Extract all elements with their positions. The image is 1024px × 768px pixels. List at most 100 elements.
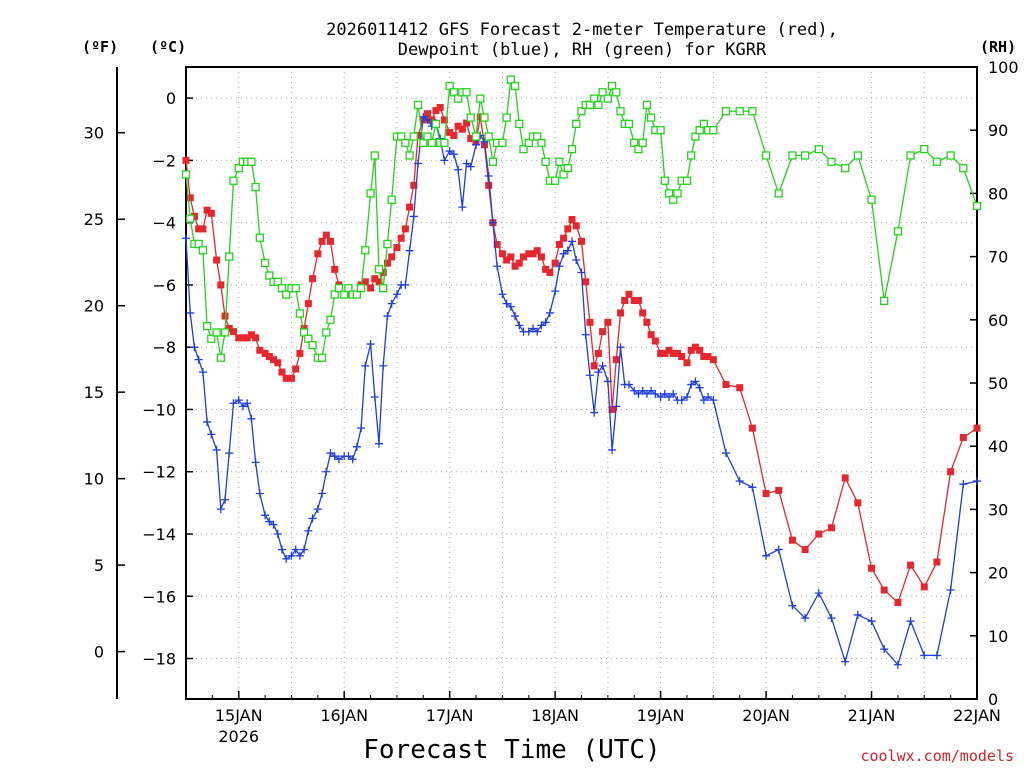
temperature-point — [247, 331, 255, 339]
temperature-point — [709, 356, 717, 364]
dewpoint-point — [273, 529, 282, 538]
dewpoint-point — [515, 321, 524, 330]
rh-point — [699, 119, 708, 129]
dewpoint-point — [687, 380, 696, 389]
temperature-point — [261, 349, 269, 357]
temperature-point — [182, 156, 190, 164]
celsius-tick-label: −4 — [152, 214, 176, 233]
dewpoint-point — [277, 545, 286, 554]
temperature-point — [933, 558, 941, 566]
rh-point — [405, 151, 414, 160]
rh-point — [853, 151, 862, 160]
temperature-point — [318, 237, 326, 245]
x-tick-label: 22JAN — [953, 706, 1001, 725]
temperature-point — [274, 359, 282, 367]
rh-point — [709, 126, 718, 135]
temperature-point — [371, 275, 379, 283]
dewpoint-point — [498, 290, 507, 299]
x-tick-year-label: 2026 — [218, 727, 259, 746]
rh-point — [255, 233, 264, 242]
temperature-point — [634, 296, 642, 304]
temperature-point — [827, 524, 835, 532]
temperature-point — [432, 107, 440, 115]
temperature-point — [907, 561, 915, 569]
x-tick-label: 18JAN — [531, 706, 579, 725]
dewpoint-point — [774, 545, 783, 554]
x-axis-title: Forecast Time (UTC) — [363, 735, 660, 765]
celsius-tick-label: −2 — [152, 151, 176, 170]
rh-point — [559, 170, 568, 179]
dewpoint-point — [265, 517, 274, 526]
rh-point — [585, 100, 595, 110]
temperature-point — [560, 234, 568, 242]
temperature-point — [410, 181, 418, 189]
rh-point — [366, 189, 375, 198]
rh-point — [519, 145, 528, 154]
dewpoint-point — [735, 477, 744, 486]
temperature-point — [309, 275, 317, 283]
rh-tick-label: 70 — [988, 248, 1008, 267]
temperature-point — [493, 240, 501, 248]
temperature-point — [590, 362, 598, 370]
dewpoint-point — [551, 287, 560, 296]
temperature-point — [621, 296, 629, 304]
rh-point — [273, 277, 282, 287]
temperature-point — [454, 122, 462, 130]
rh-point — [656, 126, 665, 135]
temperature-point — [586, 318, 594, 326]
rh-tick-label: 20 — [988, 564, 1008, 583]
rh-point — [413, 100, 423, 110]
temperature-point — [775, 486, 783, 494]
rh-point — [638, 138, 647, 147]
temperature-point — [278, 368, 286, 376]
credit-link[interactable]: coolwx.com/models — [860, 747, 1014, 765]
dewpoint-point — [555, 262, 564, 271]
rh-point — [277, 284, 287, 293]
dewpoint-point — [334, 455, 343, 464]
rh-point — [502, 113, 511, 122]
rh-point — [419, 138, 428, 147]
chart-title-line2: Dewpoint (blue), RH (green) for KGRR — [398, 40, 767, 60]
dewpoint-point — [198, 368, 207, 377]
dewpoint-point — [308, 514, 317, 523]
celsius-tick-label: −8 — [152, 338, 176, 357]
rh-point — [260, 258, 270, 268]
temperature-point — [582, 278, 590, 286]
rh-point — [630, 138, 639, 147]
rh-point — [612, 88, 621, 97]
dewpoint-point — [225, 449, 234, 458]
temperature-point — [383, 259, 391, 267]
dewpoint-point — [572, 256, 581, 265]
dewpoint-point — [528, 324, 537, 333]
rh-point — [291, 284, 300, 293]
temperature-point — [190, 212, 198, 220]
dewpoint-point — [647, 386, 656, 395]
rh-point — [598, 88, 607, 97]
temperature-point — [397, 234, 405, 242]
dewpoint-point — [454, 165, 463, 174]
dewpoint-point — [563, 246, 572, 255]
x-tick-label: 15JAN — [215, 706, 263, 725]
dewpoint-point — [229, 399, 238, 408]
rh-point — [541, 157, 550, 166]
rh-point — [488, 157, 498, 166]
fahrenheit-tick-label: 20 — [84, 297, 104, 316]
dewpoint-point — [524, 327, 533, 336]
dewpoint-point — [581, 330, 590, 339]
rh-tick-label: 90 — [988, 121, 1008, 140]
dewpoint-point — [300, 545, 309, 554]
rh-tick-label: 100 — [988, 58, 1019, 77]
temperature-point — [651, 337, 659, 345]
temperature-point — [578, 237, 585, 245]
temperature-point — [665, 346, 673, 354]
rh-point — [370, 151, 379, 160]
dewpoint-point — [357, 424, 366, 433]
temperature-point — [748, 424, 756, 432]
dewpoint-point — [594, 368, 603, 377]
celsius-tick-label: −10 — [142, 400, 176, 419]
dewpoint-point — [352, 442, 361, 451]
celsius-tick-label: 0 — [166, 89, 176, 108]
temperature-point — [599, 328, 607, 336]
dewpoint-point — [203, 417, 212, 426]
